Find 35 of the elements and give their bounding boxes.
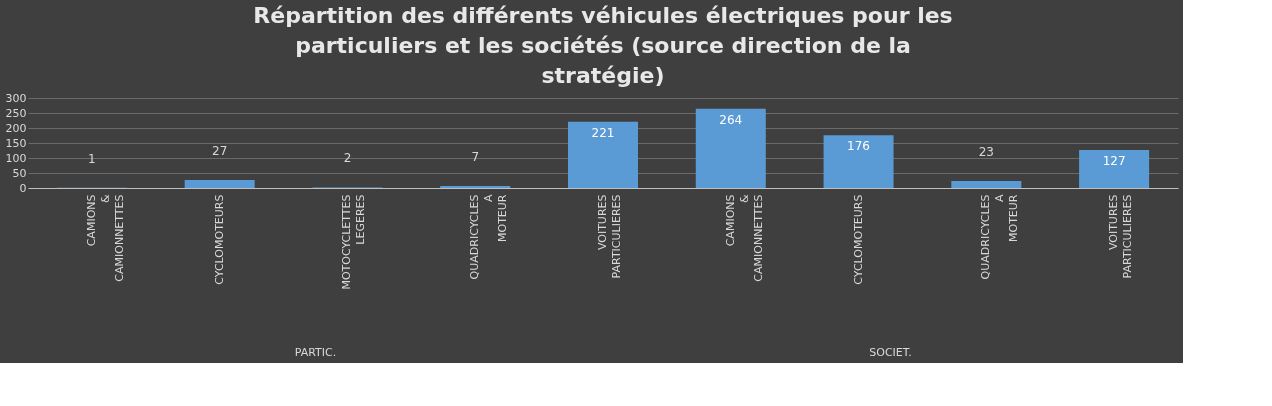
data-label: 127 — [1102, 153, 1126, 168]
x-tick-label: CAMIONS & CAMIONNETTES — [84, 194, 126, 282]
bar — [184, 179, 255, 188]
x-tick-label: VOITURES PARTICULIERES — [596, 194, 623, 279]
y-tick-label: 300 — [5, 91, 27, 105]
data-label: 221 — [591, 125, 615, 140]
x-tick-label: CYCLOMOTEURS — [851, 194, 865, 285]
y-tick-label: 100 — [5, 151, 27, 165]
x-tick-label: QUADRICYCLES A MOTEUR — [979, 194, 1021, 280]
bar — [440, 185, 511, 188]
bar — [951, 181, 1022, 188]
data-label: 1 — [88, 151, 96, 166]
data-label: 23 — [978, 145, 994, 160]
y-tick-label: 50 — [12, 166, 27, 180]
y-tick-label: 150 — [5, 136, 27, 150]
x-tick-label: CYCLOMOTEURS — [212, 194, 226, 285]
data-label: 264 — [719, 112, 743, 127]
y-tick-label: 0 — [19, 181, 27, 195]
x-tick-label: CAMIONS & CAMIONNETTES — [723, 194, 765, 282]
y-tick-label: 200 — [5, 121, 27, 135]
data-label: 176 — [847, 139, 871, 154]
x-tick-label: VOITURES PARTICULIERES — [1107, 194, 1135, 279]
text: SOCIET. — [869, 346, 912, 359]
bar — [823, 135, 894, 188]
bar — [695, 108, 766, 188]
chart-title: Répartition des différents véhicules électriques pour les particuliers et les sociétés (source direction de la stratégie) — [253, 3, 953, 88]
bar — [568, 121, 638, 188]
bar — [1079, 149, 1150, 188]
data-label: 7 — [471, 149, 480, 164]
data-label: 2 — [343, 151, 352, 166]
data-label: 27 — [212, 143, 228, 158]
x-tick-label: MOTOCYCLETTES LEGERES — [340, 194, 368, 290]
x-tick-label: QUADRICYCLES A MOTEUR — [468, 194, 510, 280]
text: PARTIC. — [294, 346, 337, 359]
y-tick-label: 250 — [5, 106, 27, 120]
